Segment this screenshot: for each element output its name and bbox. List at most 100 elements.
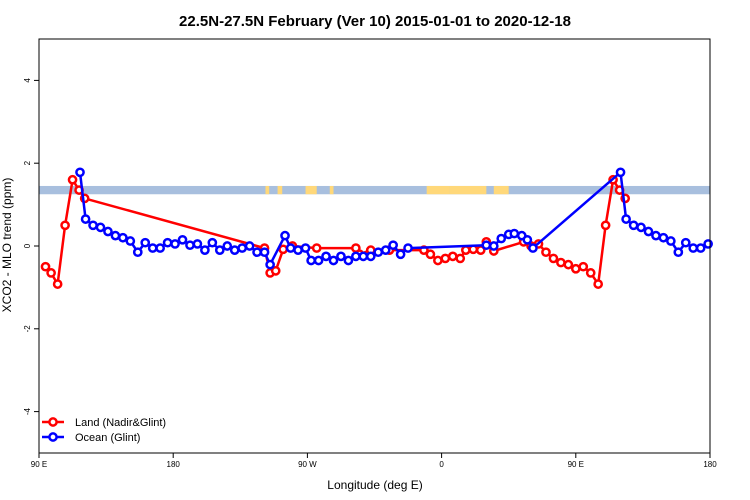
point-1-7: [125, 236, 136, 246]
point-1-20: [222, 241, 233, 251]
legend-label-1: Ocean (Glint): [75, 432, 140, 444]
point-1-31: [306, 255, 316, 266]
point-1-58: [651, 230, 661, 241]
point-0-35: [570, 263, 581, 274]
point-1-51: [522, 234, 533, 245]
x-axis: 90 E 180 90 W 0 90 E 180: [31, 453, 717, 469]
point-1-6: [118, 232, 128, 243]
legend-label-0: Land (Nadir&Glint): [75, 417, 166, 429]
x-tick-label-1: 180: [167, 460, 181, 469]
point-1-27: [280, 230, 290, 241]
point-1-36: [343, 255, 354, 266]
point-1-32: [313, 255, 324, 266]
point-1-14: [177, 234, 188, 245]
point-1-64: [695, 243, 706, 253]
point-0-37: [585, 268, 596, 278]
point-0-3: [60, 220, 70, 231]
point-0-0: [40, 261, 51, 272]
point-1-12: [162, 237, 173, 248]
point-0-33: [556, 257, 566, 268]
point-1-2: [88, 220, 98, 231]
point-0-31: [541, 247, 551, 258]
point-1-43: [395, 249, 406, 260]
point-1-56: [636, 222, 646, 233]
y-tick-label-0: -4: [23, 407, 32, 415]
x-tick-label-3: 0: [439, 460, 444, 469]
point-1-24: [252, 247, 262, 258]
point-0-9: [270, 265, 281, 276]
point-1-9: [140, 237, 151, 248]
point-1-16: [192, 239, 203, 249]
land-segment-0: [265, 185, 270, 195]
point-1-54: [621, 214, 631, 224]
point-0-34: [563, 259, 574, 270]
point-1-41: [380, 245, 391, 255]
y-axis-label: XCO2 - MLO trend (ppm): [0, 178, 14, 313]
y-axis: -4 -2 0 2 4: [23, 78, 39, 415]
land-segment-6: [493, 185, 509, 195]
point-1-55: [628, 220, 639, 231]
legend-marker-1: [48, 432, 58, 442]
point-1-1: [80, 214, 91, 224]
point-1-47: [496, 233, 507, 244]
point-1-13: [170, 239, 180, 249]
point-0-39: [600, 220, 611, 231]
point-1-62: [680, 237, 691, 248]
point-1-38: [358, 251, 369, 262]
point-1-11: [155, 243, 166, 253]
point-1-17: [200, 245, 210, 255]
point-0-23: [460, 245, 471, 255]
point-1-22: [237, 243, 248, 253]
x-tick-label-2: 90 W: [298, 460, 317, 469]
point-0-21: [447, 251, 458, 262]
point-1-0: [75, 167, 85, 178]
point-1-44: [403, 243, 413, 253]
point-1-3: [95, 222, 106, 233]
point-0-12: [311, 243, 322, 253]
point-1-18: [207, 237, 218, 248]
point-1-29: [293, 245, 303, 255]
point-0-22: [455, 253, 466, 264]
x-tick-label-4: 90 E: [568, 460, 584, 469]
point-1-39: [365, 251, 376, 262]
point-1-25: [259, 247, 270, 258]
land-segment-2: [305, 185, 317, 195]
series-0: [40, 174, 631, 289]
land-segment-4: [426, 185, 450, 195]
point-1-57: [643, 226, 654, 237]
point-1-52: [528, 243, 538, 253]
point-1-21: [229, 245, 240, 255]
point-1-10: [147, 243, 158, 253]
point-1-5: [110, 230, 121, 241]
x-tick-label-0: 90 E: [31, 460, 47, 469]
point-1-42: [388, 240, 398, 251]
series-line-0: [44, 178, 627, 286]
point-0-18: [425, 249, 436, 260]
point-1-8: [132, 247, 143, 258]
land-segment-5: [449, 185, 487, 195]
point-1-15: [185, 240, 195, 251]
point-1-46: [488, 241, 499, 251]
point-0-19: [433, 255, 443, 266]
plot-frame: [38, 38, 711, 454]
x-tick-label-5: 180: [703, 460, 717, 469]
point-0-1: [46, 268, 56, 278]
point-0-4: [67, 174, 78, 185]
point-1-34: [328, 255, 339, 266]
point-1-33: [321, 251, 331, 262]
y-tick-label-2: 0: [23, 243, 32, 248]
y-tick-label-3: 2: [23, 160, 32, 165]
series-1: [75, 167, 713, 270]
point-0-32: [548, 253, 559, 264]
point-1-40: [373, 247, 384, 258]
point-1-61: [673, 247, 684, 258]
point-0-2: [52, 279, 63, 289]
land-segment-3: [329, 185, 334, 195]
y-tick-label-1: -2: [23, 325, 32, 333]
point-0-38: [593, 279, 604, 289]
point-1-63: [688, 243, 699, 253]
series-layer: [40, 167, 713, 289]
point-1-59: [658, 232, 669, 243]
point-1-19: [214, 245, 225, 255]
